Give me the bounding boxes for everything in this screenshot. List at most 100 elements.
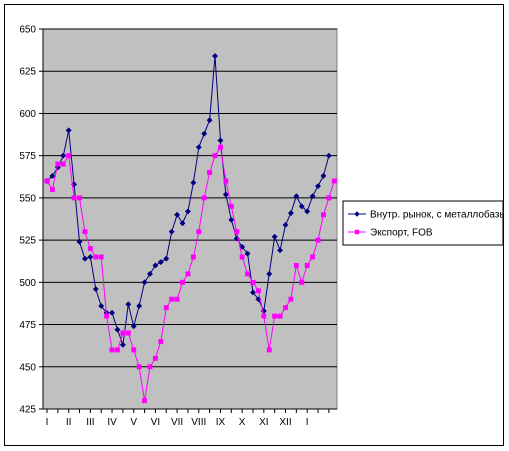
- data-point: [77, 195, 82, 201]
- y-tick-label: 650: [19, 25, 36, 36]
- data-point: [114, 326, 121, 333]
- data-point: [277, 313, 283, 319]
- x-tick-label: IV: [107, 417, 117, 428]
- data-point: [87, 246, 93, 252]
- data-point: [249, 289, 257, 296]
- y-tick-label: 500: [19, 278, 36, 289]
- data-point: [239, 254, 245, 260]
- data-point: [131, 347, 137, 353]
- data-point: [190, 179, 197, 186]
- data-point: [60, 152, 67, 159]
- data-point: [54, 164, 61, 171]
- y-tick-label: 425: [19, 405, 36, 416]
- x-tick-label: VIII: [191, 417, 206, 428]
- x-tick-label: II: [66, 417, 72, 428]
- plot-area: [42, 28, 338, 410]
- data-point: [49, 172, 56, 179]
- data-point: [136, 302, 143, 310]
- data-point: [266, 270, 273, 277]
- data-point: [255, 288, 261, 294]
- data-point: [217, 137, 224, 144]
- data-point: [174, 211, 181, 218]
- data-point: [320, 172, 327, 179]
- data-point: [222, 191, 229, 198]
- data-point: [234, 229, 240, 235]
- data-point: [92, 286, 99, 293]
- data-point: [109, 347, 115, 353]
- legend-label: Экспорт, FOB: [370, 228, 433, 239]
- data-point: [108, 309, 116, 316]
- data-point: [163, 305, 169, 311]
- data-point: [287, 210, 294, 217]
- data-point: [142, 398, 148, 404]
- data-point: [152, 262, 159, 269]
- data-point: [325, 152, 332, 159]
- y-tick-label: 450: [19, 362, 36, 373]
- data-point: [158, 338, 164, 344]
- y-tick-label: 600: [19, 109, 36, 120]
- data-point: [185, 271, 191, 277]
- legend: Внутр. рынок, с металлобазы Экспорт, FOB: [342, 200, 505, 246]
- data-point: [293, 262, 299, 268]
- data-point: [282, 221, 289, 228]
- y-tick-label: 475: [19, 320, 36, 331]
- data-point: [190, 254, 196, 260]
- data-point: [223, 178, 229, 184]
- data-point: [195, 144, 202, 151]
- data-point: [49, 186, 55, 192]
- data-point: [163, 255, 170, 262]
- data-point: [298, 203, 305, 210]
- data-point: [125, 301, 132, 308]
- plot-background: [42, 28, 338, 410]
- data-point: [120, 330, 126, 336]
- data-point: [277, 247, 284, 254]
- data-point: [76, 238, 83, 245]
- data-point: [179, 220, 186, 227]
- data-point: [184, 208, 191, 215]
- data-point: [201, 195, 207, 201]
- data-point: [119, 341, 126, 348]
- data-point: [331, 178, 337, 184]
- y-axis: 425 450 475 500 525 550 575 600 625 650: [19, 25, 44, 416]
- data-point: [293, 193, 300, 200]
- data-point: [98, 302, 105, 310]
- y-tick-label: 525: [19, 236, 36, 247]
- x-tick-label: X: [239, 417, 246, 428]
- x-tick-label: I: [306, 417, 309, 428]
- legend-label: Внутр. рынок, с металлобазы: [370, 209, 505, 221]
- chart-frame: 425 450 475 500 525 550 575 600 625 650 I II III IV V…: [4, 4, 505, 446]
- legend-marker: [354, 211, 360, 217]
- data-point: [245, 271, 251, 277]
- series-2: [44, 144, 337, 404]
- data-point: [304, 262, 310, 268]
- data-point: [174, 296, 180, 302]
- y-tick-label: 625: [19, 67, 36, 78]
- x-tick-label: XI: [259, 417, 268, 428]
- x-tick-label: III: [86, 417, 94, 428]
- y-tick-label: 550: [19, 193, 36, 204]
- data-point: [228, 216, 235, 223]
- legend-marker: [354, 229, 360, 235]
- data-point: [315, 237, 321, 243]
- data-point: [147, 364, 153, 370]
- y-tick-label: 575: [19, 151, 36, 162]
- data-point: [288, 296, 294, 302]
- data-point: [211, 52, 219, 60]
- x-tick-label: V: [130, 417, 137, 428]
- data-point: [98, 254, 104, 260]
- data-point: [218, 144, 223, 150]
- data-point: [326, 195, 332, 201]
- data-point: [272, 313, 278, 319]
- data-point: [196, 229, 202, 235]
- data-point: [299, 279, 305, 285]
- data-point: [244, 250, 251, 257]
- data-point: [130, 323, 137, 330]
- data-point: [168, 228, 175, 235]
- data-point: [228, 203, 234, 209]
- data-point: [157, 259, 164, 266]
- data-point: [320, 212, 326, 218]
- data-point: [71, 195, 77, 201]
- data-point: [66, 153, 72, 159]
- data-point: [180, 279, 185, 285]
- data-point: [136, 364, 142, 370]
